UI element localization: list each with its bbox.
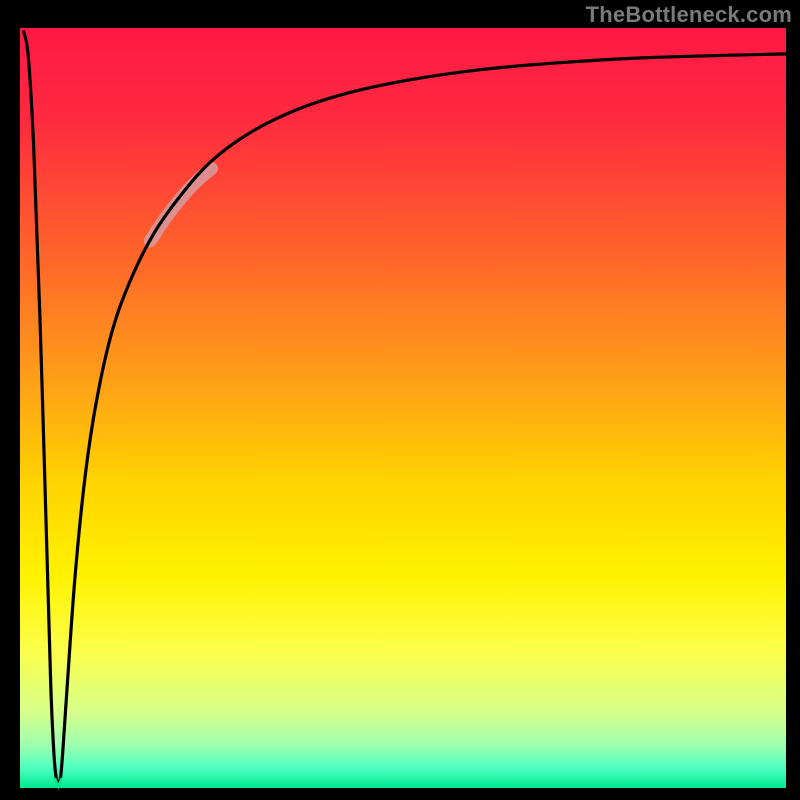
watermark-text: TheBottleneck.com — [586, 2, 792, 28]
plot-background — [20, 28, 786, 788]
chart-svg — [0, 0, 800, 800]
bottleneck-chart: TheBottleneck.com — [0, 0, 800, 800]
